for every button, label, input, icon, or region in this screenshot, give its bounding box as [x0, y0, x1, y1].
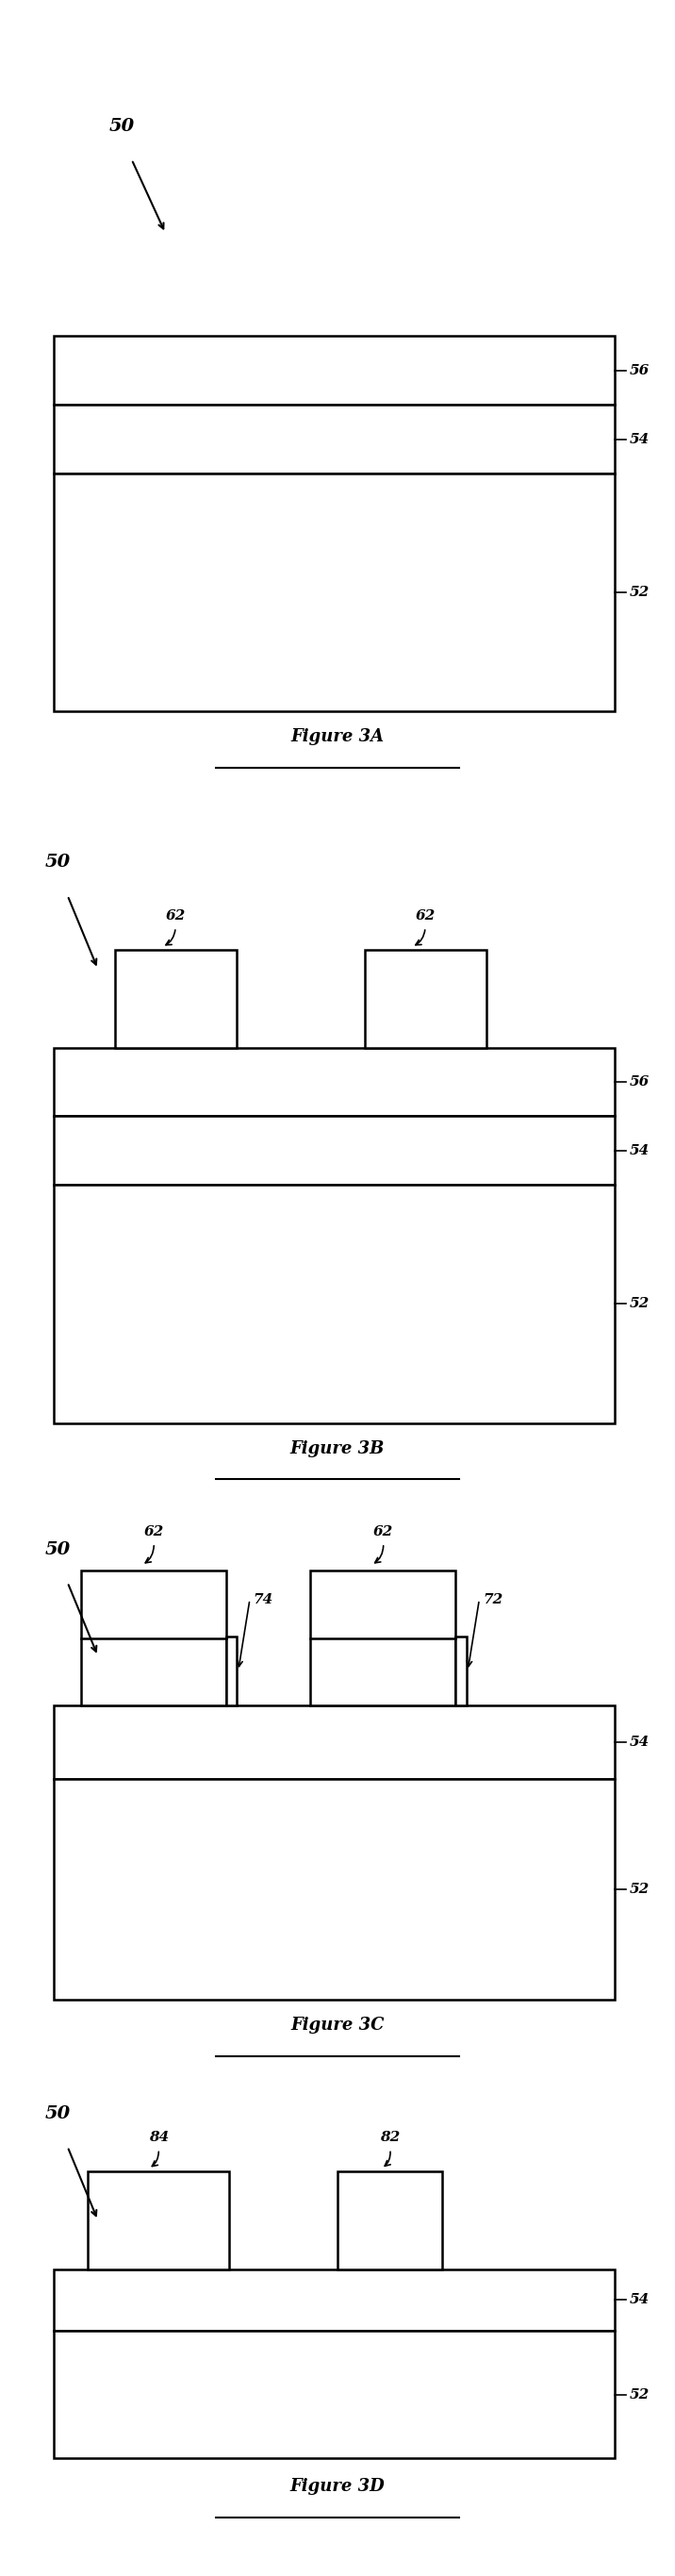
- Text: 62: 62: [415, 909, 435, 922]
- Text: 62: 62: [144, 1525, 164, 1538]
- Text: Figure 3A: Figure 3A: [291, 729, 384, 744]
- Bar: [54, 2331, 614, 2458]
- Bar: [338, 2172, 442, 2269]
- Bar: [54, 1777, 614, 1999]
- Text: 52: 52: [629, 2388, 649, 2401]
- Bar: [365, 951, 486, 1048]
- Text: 56: 56: [629, 363, 649, 376]
- Text: 54: 54: [629, 2293, 649, 2306]
- Text: 56: 56: [629, 1074, 649, 1090]
- Bar: [226, 1636, 237, 1705]
- Text: 72: 72: [483, 1592, 503, 1607]
- Bar: [54, 404, 614, 474]
- Text: 54: 54: [629, 1144, 649, 1157]
- Text: 62: 62: [165, 909, 186, 922]
- Bar: [54, 335, 614, 404]
- Text: Figure 3B: Figure 3B: [290, 1440, 385, 1458]
- Bar: [54, 1115, 614, 1185]
- Text: 54: 54: [629, 433, 649, 446]
- Bar: [115, 951, 236, 1048]
- Text: 52: 52: [629, 585, 649, 600]
- Bar: [54, 474, 614, 711]
- Text: Figure 3C: Figure 3C: [291, 2017, 384, 2032]
- Text: 50: 50: [45, 855, 70, 871]
- Bar: [88, 2172, 230, 2269]
- Bar: [54, 2269, 614, 2331]
- Text: 50: 50: [45, 2105, 70, 2123]
- Bar: [54, 1048, 614, 1115]
- Bar: [81, 1571, 226, 1705]
- Text: 50: 50: [45, 1540, 70, 1558]
- Text: 50: 50: [109, 118, 134, 134]
- Text: Figure 3D: Figure 3D: [290, 2478, 385, 2494]
- Text: 74: 74: [253, 1592, 273, 1607]
- Bar: [310, 1571, 456, 1705]
- Bar: [456, 1636, 466, 1705]
- Text: 52: 52: [629, 1883, 649, 1896]
- Bar: [54, 1705, 614, 1777]
- Text: 84: 84: [149, 2130, 169, 2143]
- Text: 54: 54: [629, 1736, 649, 1749]
- Bar: [54, 1185, 614, 1422]
- Text: 82: 82: [380, 2130, 400, 2143]
- Text: 52: 52: [629, 1298, 649, 1311]
- Text: 62: 62: [373, 1525, 394, 1538]
